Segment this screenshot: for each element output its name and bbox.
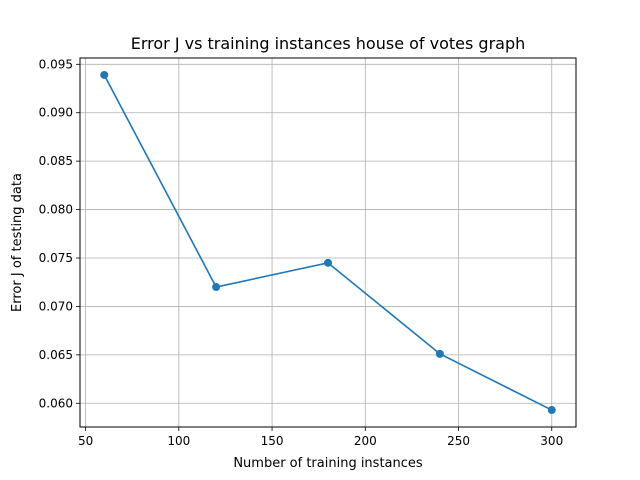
chart-title: Error J vs training instances house of v…	[131, 34, 526, 53]
y-tick-label: 0.090	[39, 106, 73, 120]
data-point	[435, 349, 444, 358]
grid	[80, 58, 576, 427]
x-axis-label: Number of training instances	[233, 456, 423, 471]
x-tick-label: 50	[78, 434, 93, 448]
data-point	[100, 70, 109, 79]
y-tick-label: 0.070	[39, 299, 73, 313]
y-axis-label: Error J of testing data	[10, 173, 25, 312]
y-tick-label: 0.060	[39, 396, 73, 410]
plot-frame	[79, 57, 577, 428]
data-point	[324, 258, 332, 267]
series	[100, 70, 556, 415]
axis-ticks: 50 100 150 200 250 300 0.060 0.065 0.070 0.075 0.0…	[39, 57, 564, 448]
x-tick-label: 200	[354, 434, 377, 448]
y-tick-label: 0.075	[39, 251, 73, 265]
x-tick-label: 250	[447, 434, 470, 448]
data-point	[212, 283, 221, 292]
x-tick-label: 300	[540, 434, 563, 448]
x-tick-label: 150	[261, 434, 284, 448]
y-tick-label: 0.065	[39, 348, 73, 362]
y-tick-label: 0.095	[39, 57, 73, 71]
y-tick-label: 0.085	[39, 154, 73, 168]
y-tick-label: 0.080	[39, 203, 73, 217]
data-point	[547, 406, 556, 415]
x-tick-label: 100	[167, 434, 190, 448]
